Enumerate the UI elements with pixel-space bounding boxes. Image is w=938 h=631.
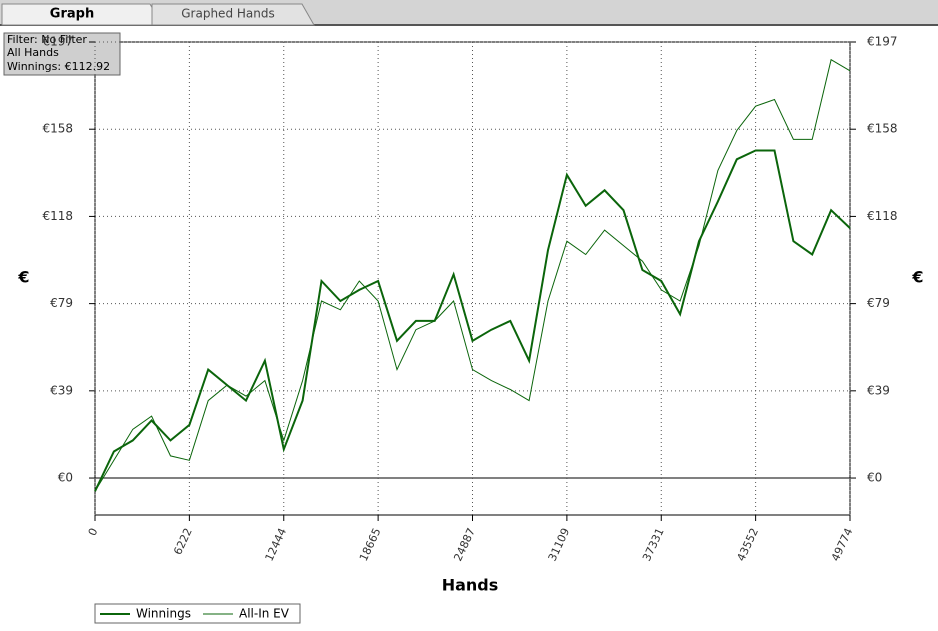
filter-text: Filter: No Filter	[7, 33, 87, 46]
y2-tick-label: €158	[867, 122, 898, 136]
series-line	[94, 58, 851, 492]
filter-box	[3, 32, 121, 76]
y2-tick-label: €118	[867, 209, 898, 223]
filter-text: All Hands	[7, 46, 59, 59]
tab-label[interactable]: Graph	[50, 7, 94, 22]
x-tick-label: 0	[86, 526, 101, 538]
y-tick-label: €39	[50, 383, 73, 397]
legend	[94, 603, 301, 624]
x-tick-label: 12444	[263, 526, 290, 563]
x-axis-label: Hands	[442, 576, 499, 595]
x-tick-label: 6222	[171, 526, 195, 557]
y2-tick-label: €0	[867, 471, 882, 485]
x-tick-label: 24887	[451, 526, 478, 563]
legend-label: Winnings	[136, 607, 191, 621]
y2-axis-label: €	[911, 268, 923, 287]
series-line	[94, 149, 851, 492]
y-tick-label: €118	[42, 209, 73, 223]
filter-text: Winnings: €112.92	[7, 60, 110, 73]
y-tick-label: €0	[58, 471, 73, 485]
y-tick-label: €79	[50, 296, 73, 310]
x-tick-label: 18665	[357, 526, 384, 563]
tab-label[interactable]: Graphed Hands	[181, 7, 274, 21]
x-tick-label: 31109	[546, 526, 573, 563]
tab[interactable]	[151, 3, 315, 26]
x-tick-label: 43552	[734, 526, 761, 563]
y2-tick-label: €39	[867, 383, 890, 397]
y2-tick-label: €79	[867, 296, 890, 310]
tab[interactable]	[1, 3, 163, 26]
x-tick-label: 49774	[829, 526, 856, 563]
x-tick-label: 37331	[640, 526, 667, 563]
y-tick-label: €158	[42, 122, 73, 136]
y2-tick-label: €197	[867, 35, 898, 49]
y-tick-label: €197	[42, 35, 73, 49]
legend-label: All-In EV	[239, 607, 290, 621]
y-axis-label: €	[17, 268, 29, 287]
